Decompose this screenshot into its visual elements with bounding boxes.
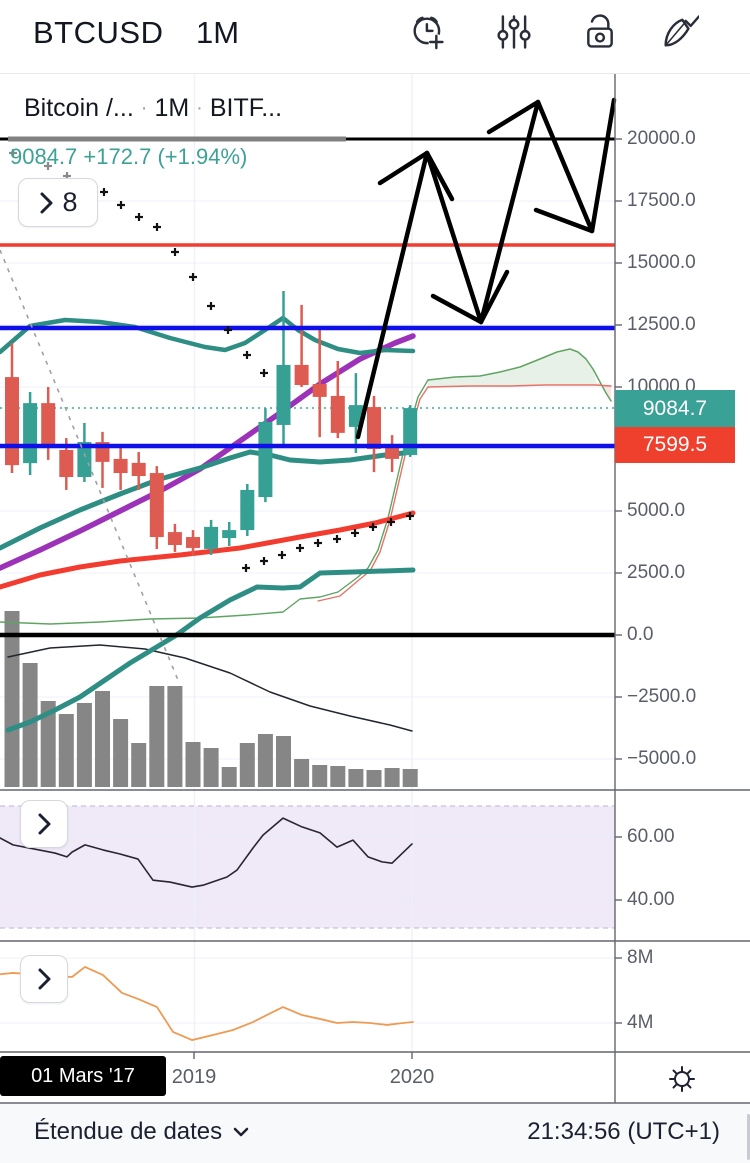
add-alert-button[interactable] [407,11,449,55]
legend-separator2: · [196,97,203,119]
chevron-down-icon [233,1127,249,1137]
footer-scrollbar[interactable] [747,1114,750,1160]
price-tick-label: 17500.0 [627,190,696,211]
volume-tick-label: 4M [627,1012,654,1033]
legend-interval: 1M [154,94,190,122]
price-change-pct: (+1.94%) [157,144,248,169]
time-axis-label: 2020 [389,1066,435,1088]
last-price: 9084.7 [10,144,78,169]
sliders-icon [497,14,531,49]
current-price-badge: 9084.7 [615,390,735,427]
price-change: +172.7 [83,144,152,169]
alert-price-badge: 7599.5 [615,427,735,463]
footer-bar: Étendue de dates 21:34:56 (UTC+1) [0,1104,750,1163]
volume-pane-collapse-button[interactable] [20,955,68,1003]
date-range-label: Étendue de dates [34,1118,223,1145]
axis-settings-button[interactable] [662,1059,702,1099]
indicators-count: 8 [62,187,78,217]
price-tick-label: 0.0 [627,624,654,645]
drawing-tools-button[interactable] [658,11,701,55]
symbol-title[interactable]: BTCUSD [33,15,164,50]
pen-check-icon [664,14,701,47]
rsi-tick-label: 40.00 [627,889,675,910]
lock-drawings-button[interactable] [579,11,621,55]
interval-selector[interactable]: 1M [196,15,240,50]
rsi-tick-label: 60.00 [627,826,675,847]
indicators-collapse-button[interactable]: 8 [18,178,98,227]
price-tick-label: −2500.0 [627,686,697,707]
price-tick-label: 20000.0 [627,128,696,149]
price-tick-label: −5000.0 [627,748,697,769]
time-axis-label: 2019 [171,1066,217,1088]
lock-open-icon [587,13,613,48]
chevron-right-icon [38,968,51,990]
sun-settings-icon [669,1066,695,1092]
price-tick-label: 12500.0 [627,314,696,335]
legend-symbol: Bitcoin /... [24,94,134,122]
date-range-selector[interactable]: Étendue de dates [34,1118,250,1146]
price-tick-label: 15000.0 [627,252,696,273]
topbar: BTCUSD 1M [0,0,750,74]
legend-exchange: BITF... [209,94,283,122]
date-tooltip: 01 Mars '17 [0,1056,166,1096]
volume-tick-label: 8M [627,947,654,968]
indicator-settings-button[interactable] [493,11,535,55]
clock-timezone: 21:34:56 (UTC+1) [527,1118,720,1145]
price-tick-label: 2500.0 [627,562,686,583]
legend-separator: · [140,97,148,119]
chevron-right-icon [40,192,53,213]
chevron-right-icon [38,813,51,835]
price-tick-label: 5000.0 [627,500,686,521]
last-price-readout: 9084.7 +172.7 (+1.94%) [10,144,247,170]
chart-legend[interactable]: Bitcoin /... · 1M · BITF... [24,94,282,123]
alarm-plus-icon [413,16,445,50]
rsi-pane-collapse-button[interactable] [20,800,68,848]
